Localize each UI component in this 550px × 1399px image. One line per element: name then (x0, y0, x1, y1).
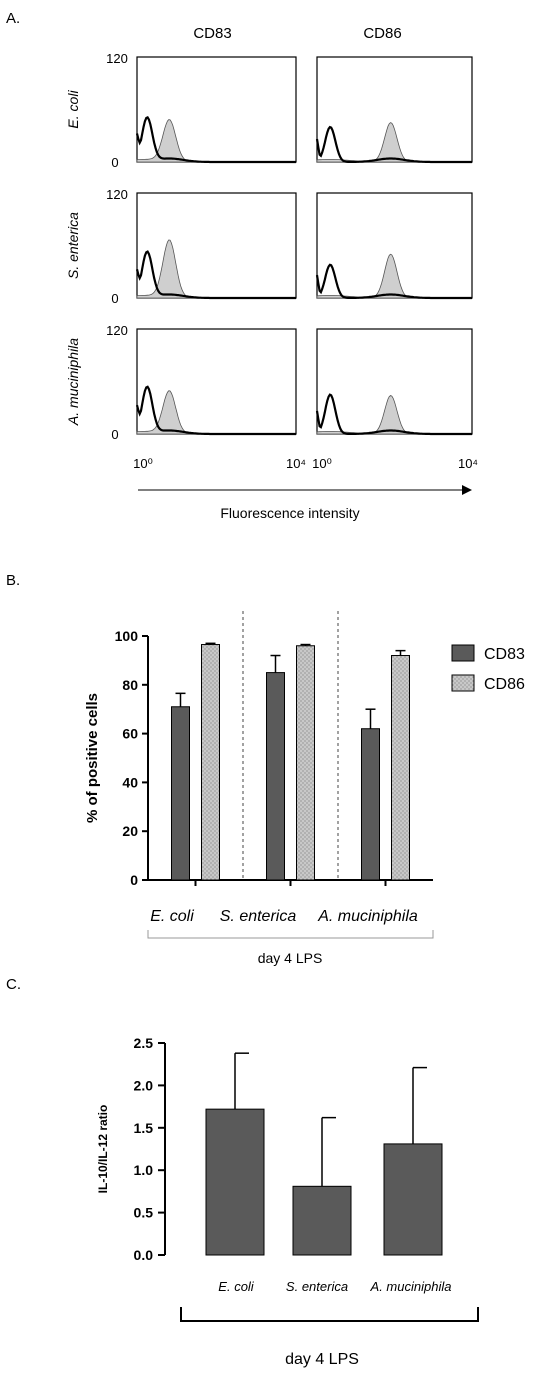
filled-histogram (136, 239, 296, 299)
y-tick-label: 0 (111, 155, 118, 170)
x-tick-label: 10⁰ (312, 456, 332, 471)
y-tick-label: 0 (130, 872, 138, 888)
bar-cd83 (266, 672, 285, 881)
histogram-panel (135, 328, 297, 436)
x-tick-label: 10⁴ (286, 456, 306, 471)
y-axis-label: % of positive cells (84, 693, 101, 823)
column-header-cd86: CD86 (363, 25, 401, 42)
y-tick-label: 0.5 (134, 1205, 154, 1221)
row-label: A. muciniphila (65, 338, 81, 426)
histogram-panel (135, 56, 297, 164)
y-tick-label: 2.5 (134, 1035, 154, 1051)
bar (292, 1185, 352, 1256)
bar-cd83 (361, 728, 380, 881)
y-tick-label: 20 (122, 823, 138, 839)
bar (383, 1143, 443, 1256)
y-tick-label: 0 (111, 291, 118, 306)
unfilled-histogram (315, 263, 472, 300)
x-category-label: S. enterica (220, 908, 297, 925)
filled-histogram (136, 390, 296, 435)
y-tick-label: 120 (106, 187, 128, 202)
y-tick-label: 2.0 (134, 1077, 154, 1093)
bar-cd86 (296, 645, 315, 881)
histogram-panel (315, 328, 473, 436)
group-label: day 4 LPS (285, 1351, 359, 1368)
y-tick-label: 60 (122, 726, 138, 742)
histogram-panel (315, 56, 473, 164)
x-category-label: E. coli (150, 908, 194, 925)
x-tick-label: 10⁰ (133, 456, 153, 471)
x-category-label: A. muciniphila (317, 908, 418, 925)
legend-label-cd86: CD86 (484, 676, 525, 693)
x-category-label: A. muciniphila (370, 1279, 452, 1294)
bar-cd83 (171, 706, 190, 881)
legend-label-cd83: CD83 (484, 646, 525, 663)
group-bracket (180, 1307, 479, 1322)
row-label: S. enterica (65, 212, 81, 279)
panel-label-b: B. (6, 572, 21, 589)
group-bracket (147, 930, 434, 939)
histogram-panel (315, 192, 473, 300)
histogram-panel (135, 192, 297, 300)
y-tick-label: 120 (106, 323, 128, 338)
y-tick-label: 1.0 (134, 1162, 154, 1178)
panel-label-a: A. (6, 10, 21, 27)
column-header-cd83: CD83 (193, 25, 231, 42)
unfilled-histogram (135, 385, 296, 436)
y-tick-label: 1.5 (134, 1120, 154, 1136)
unfilled-histogram (135, 115, 296, 164)
x-category-label: E. coli (218, 1279, 255, 1294)
y-tick-label: 40 (122, 774, 138, 790)
unfilled-histogram (315, 393, 472, 436)
unfilled-histogram (135, 250, 296, 300)
x-axis-arrowhead (462, 485, 472, 495)
y-tick-label: 120 (106, 51, 128, 66)
row-label: E. coli (65, 90, 81, 129)
x-category-label: S. enterica (286, 1279, 348, 1294)
x-tick-label: 10⁴ (458, 456, 478, 471)
legend-swatch-cd86 (451, 674, 475, 692)
y-tick-label: 80 (122, 677, 138, 693)
filled-histogram (136, 119, 296, 163)
bar-cd86 (391, 655, 410, 881)
x-axis-label: Fluorescence intensity (220, 505, 359, 521)
y-tick-label: 0.0 (134, 1247, 154, 1263)
bar (205, 1108, 265, 1256)
y-tick-label: 100 (115, 628, 139, 644)
panel-label-c: C. (6, 976, 21, 993)
legend-swatch-cd83 (451, 644, 475, 662)
unfilled-histogram (315, 125, 472, 164)
y-axis-label: IL-10/IL-12 ratio (96, 1105, 110, 1194)
bar-cd86 (201, 644, 220, 881)
y-tick-label: 0 (111, 427, 118, 442)
group-label: day 4 LPS (258, 950, 323, 966)
